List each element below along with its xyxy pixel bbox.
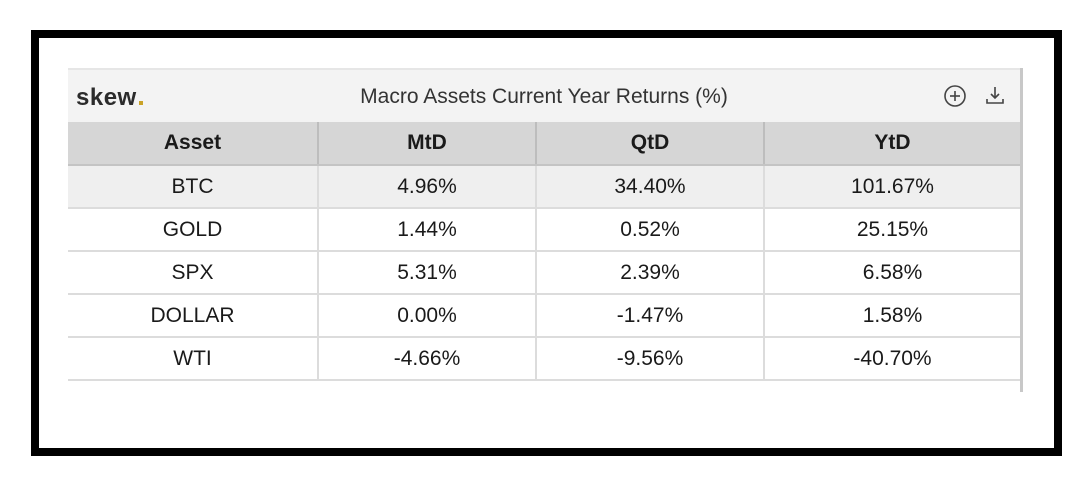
asset-cell: BTC [68, 165, 319, 209]
asset-cell: DOLLAR [68, 294, 319, 338]
widget-title: Macro Assets Current Year Returns (%) [360, 85, 728, 108]
ytd-cell: -40.70% [764, 337, 1020, 381]
skew-logo: skew [76, 84, 143, 112]
mtd-cell: 4.96% [318, 165, 537, 209]
qtd-cell: 34.40% [536, 165, 765, 209]
table-row: DOLLAR 0.00% -1.47% 1.58% [68, 294, 1020, 338]
returns-table: Asset MtD QtD YtD BTC 4.96% 34.40% 101.6… [68, 122, 1020, 381]
mtd-cell: 5.31% [318, 251, 537, 295]
logo-text: skew [76, 84, 137, 111]
asset-cell: WTI [68, 337, 319, 381]
ytd-cell: 1.58% [764, 294, 1020, 338]
add-circle-icon[interactable] [943, 84, 967, 108]
qtd-cell: 0.52% [536, 208, 765, 252]
ytd-cell: 101.67% [764, 165, 1020, 209]
mtd-cell: -4.66% [318, 337, 537, 381]
column-header-mtd[interactable]: MtD [318, 122, 537, 166]
table-header-row: Asset MtD QtD YtD [68, 122, 1020, 166]
widget-header: skew Macro Assets Current Year Returns (… [68, 68, 1020, 122]
qtd-cell: -1.47% [536, 294, 765, 338]
asset-cell: GOLD [68, 208, 319, 252]
table-row: GOLD 1.44% 0.52% 25.15% [68, 208, 1020, 252]
returns-widget: skew Macro Assets Current Year Returns (… [68, 68, 1023, 392]
column-header-qtd[interactable]: QtD [536, 122, 765, 166]
mtd-cell: 1.44% [318, 208, 537, 252]
table-row: BTC 4.96% 34.40% 101.67% [68, 165, 1020, 209]
qtd-cell: 2.39% [536, 251, 765, 295]
qtd-cell: -9.56% [536, 337, 765, 381]
mtd-cell: 0.00% [318, 294, 537, 338]
table-row: WTI -4.66% -9.56% -40.70% [68, 337, 1020, 381]
table-row: SPX 5.31% 2.39% 6.58% [68, 251, 1020, 295]
ytd-cell: 25.15% [764, 208, 1020, 252]
ytd-cell: 6.58% [764, 251, 1020, 295]
asset-cell: SPX [68, 251, 319, 295]
column-header-asset[interactable]: Asset [68, 122, 319, 166]
download-icon[interactable] [983, 84, 1007, 108]
logo-dot [138, 101, 143, 105]
column-header-ytd[interactable]: YtD [764, 122, 1020, 166]
